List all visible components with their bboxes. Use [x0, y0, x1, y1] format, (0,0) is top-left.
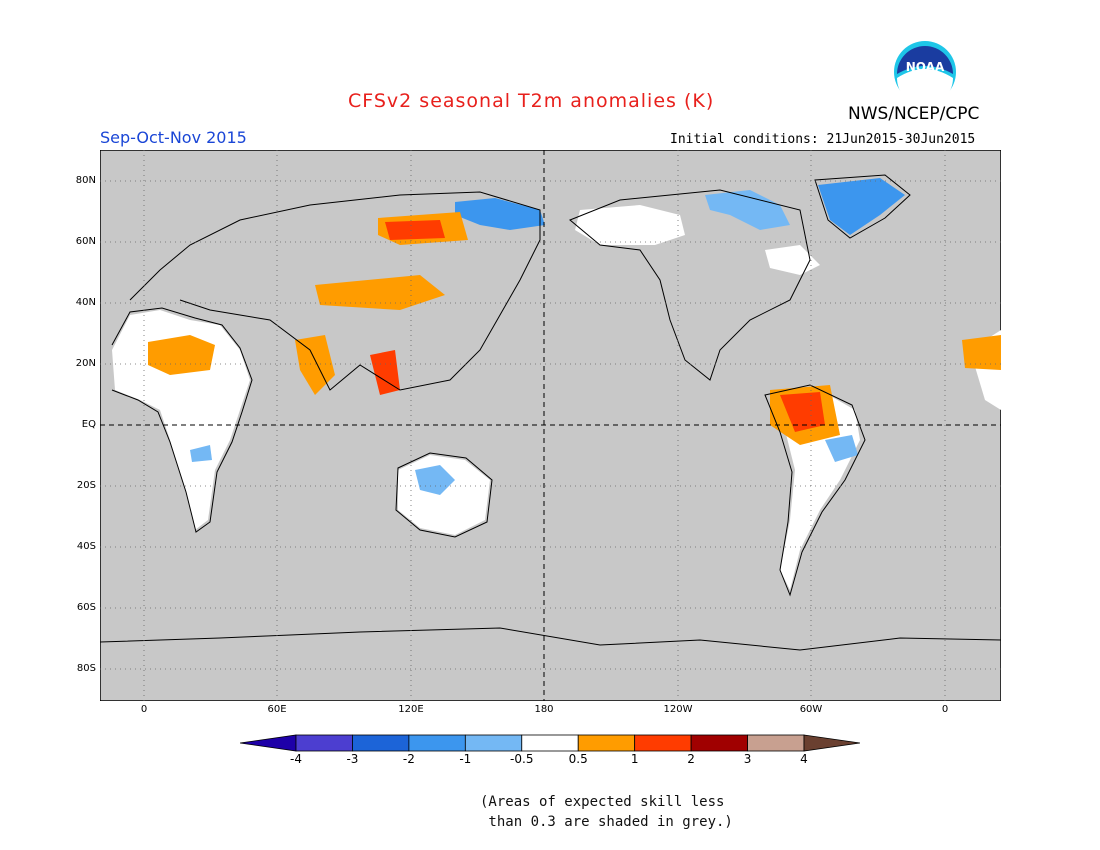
skill-footnote: (Areas of expected skill less than 0.3 a…: [480, 794, 733, 830]
north-america-coast: [569, 189, 811, 381]
colorbar-tick-label: -1: [459, 752, 472, 766]
colorbar-cell: [464, 734, 523, 752]
colorbar-cell: [352, 734, 410, 752]
lon-label: 120W: [663, 704, 693, 715]
noaa-logo-icon: NOAA: [894, 41, 956, 104]
sahara-warm: [148, 335, 215, 375]
colorbar-tick-label: -0.5: [510, 752, 534, 766]
lon-label: 0: [140, 704, 148, 715]
lat-label: 80S: [76, 663, 96, 674]
south-america-hot: [780, 392, 825, 432]
central-asia-warm: [315, 275, 445, 310]
colorbar-tick-label: 4: [800, 752, 808, 766]
colorbar-tick-label: -3: [346, 752, 359, 766]
colorbar-cell: [295, 734, 353, 752]
colorbar-tick-label: -4: [290, 752, 302, 766]
colorbar-cell: [634, 734, 692, 752]
se-asia-hot: [370, 350, 400, 395]
australia-cold: [415, 465, 455, 495]
colorbar-cell: [408, 734, 466, 752]
lon-label: 60E: [267, 704, 287, 715]
lat-label: 40N: [75, 297, 96, 308]
colorbar-cell: [521, 734, 579, 752]
colorbar-tick-label: -2: [402, 752, 415, 766]
eurasia-coast: [129, 191, 541, 391]
noaa-logo-text: NOAA: [906, 60, 945, 74]
lat-label: 40S: [76, 541, 96, 552]
lon-label: 0: [941, 704, 949, 715]
lat-label: 20N: [75, 358, 96, 369]
lat-label: EQ: [81, 419, 96, 430]
colorbar-cell: [577, 734, 636, 752]
south-america-coast: [764, 384, 866, 597]
colorbar-cell: [240, 734, 297, 752]
siberia-coast-cold: [455, 198, 545, 230]
colorbar-tick-label: 0.5: [568, 752, 588, 766]
east-sahara-warm: [962, 335, 1001, 370]
anomaly-map: [100, 150, 1001, 701]
lon-label: 120E: [398, 704, 424, 715]
cold-anomalies: [190, 178, 905, 495]
north-siberia-hot: [385, 220, 445, 240]
colorbar-cell: [747, 734, 805, 752]
australia-coast: [395, 452, 493, 538]
season-label: Sep-Oct-Nov 2015: [100, 128, 247, 147]
lat-label: 60N: [75, 236, 96, 247]
lon-label: 180: [534, 704, 554, 715]
lat-label: 60S: [76, 602, 96, 613]
colorbar-cell: [690, 734, 748, 752]
agency-label: NWS/NCEP/CPC: [848, 104, 980, 124]
page-title: CFSv2 seasonal T2m anomalies (K): [348, 90, 715, 112]
africa-cold: [190, 445, 212, 462]
africa-coast: [111, 307, 253, 533]
africa-neutral: [112, 310, 250, 530]
lat-label: 80N: [75, 175, 96, 186]
alaska-neutral: [575, 205, 685, 245]
colorbar-tick-label: 1: [630, 752, 639, 766]
colorbar-tick-label: 3: [743, 752, 752, 766]
colorbar-tick-label: 2: [687, 752, 695, 766]
grid-lines: [100, 150, 1001, 701]
south-america-cold: [825, 435, 858, 462]
coastlines: [100, 174, 1001, 651]
lat-label: 20S: [76, 480, 96, 491]
antarctica-coast: [100, 627, 1001, 651]
greenland-coast: [814, 174, 911, 239]
lon-label: 60W: [799, 704, 823, 715]
greenland-cold: [818, 178, 905, 235]
colorbar: [240, 734, 860, 752]
canada-arctic-cold: [705, 190, 790, 230]
colorbar-cell: [803, 734, 860, 752]
initial-conditions-label: Initial conditions: 21Jun2015-30Jun2015: [670, 132, 976, 147]
